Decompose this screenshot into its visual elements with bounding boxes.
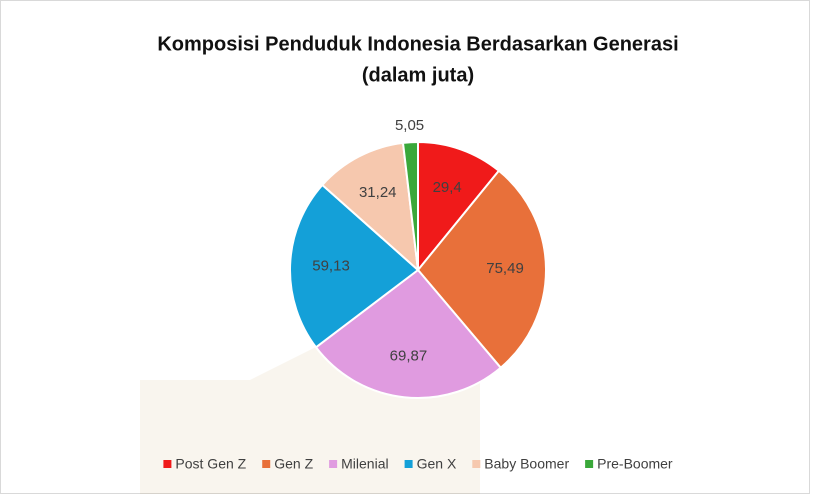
legend-swatch [585, 460, 594, 468]
pie-slice [401, 140, 419, 271]
legend-label: Gen X [417, 456, 457, 472]
legend-swatch [262, 460, 271, 468]
legend-label: Post Gen Z [175, 456, 246, 472]
pie: 29,4 75,49 69,87 59,13 31,24 5,05 [289, 117, 547, 399]
data-label: 69,87 [390, 347, 428, 364]
legend-label: Pre-Boomer [597, 456, 673, 472]
data-label: 29,4 [433, 179, 462, 196]
pie-slice [416, 169, 547, 370]
legend-label: Gen Z [274, 456, 313, 472]
data-label: 5,05 [395, 117, 424, 134]
data-label: 31,24 [359, 184, 397, 201]
legend-label: Milenial [341, 456, 388, 472]
pie-slice [314, 268, 503, 399]
legend-swatch [163, 460, 172, 468]
data-label: 75,49 [486, 260, 524, 277]
legend-swatch [329, 460, 338, 468]
legend-swatch [472, 460, 481, 468]
legend-label: Baby Boomer [484, 456, 569, 472]
pie-slice [289, 183, 420, 349]
pie-slice [320, 141, 420, 273]
data-label: 59,13 [312, 258, 350, 275]
legend-swatch [404, 460, 413, 468]
chart-title: Komposisi Penduduk Indonesia Berdasarkan… [157, 33, 678, 55]
chart-subtitle: (dalam juta) [362, 64, 474, 86]
pie-slice [417, 140, 501, 273]
legend: Post Gen Z Gen Z Milenial Gen X Baby Boomer P… [163, 456, 673, 472]
